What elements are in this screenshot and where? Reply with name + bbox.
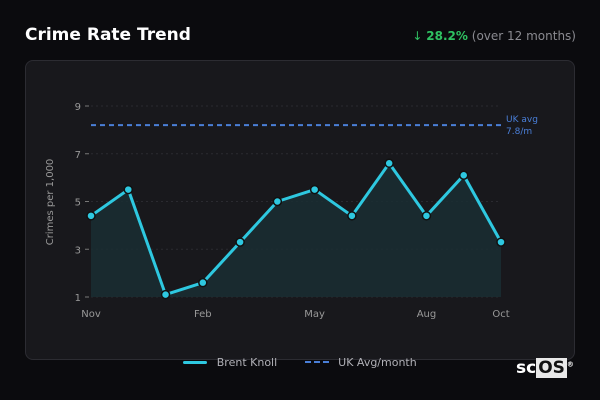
series-line xyxy=(90,161,503,297)
page-title: Crime Rate Trend xyxy=(25,25,191,45)
data-point xyxy=(123,184,134,195)
series-area xyxy=(91,163,501,297)
uk-average-value: 7.8/m xyxy=(506,127,532,137)
data-point xyxy=(384,158,394,169)
y-axis-label: Crimes per 1,000 xyxy=(45,159,56,246)
x-tick-label: Nov xyxy=(81,309,101,320)
chart-legend: Brent Knoll UK Avg/month xyxy=(0,355,600,369)
data-point xyxy=(309,184,320,195)
legend-reference-swatch xyxy=(304,361,329,363)
x-tick-label: May xyxy=(304,309,325,320)
y-tick-label: 1 xyxy=(75,293,81,304)
data-point xyxy=(421,211,432,221)
legend-series-label: Brent Knoll xyxy=(216,355,278,369)
trend-percent: 28.2% xyxy=(426,29,468,43)
legend-series-swatch xyxy=(183,360,208,364)
data-point xyxy=(347,211,357,221)
data-point xyxy=(198,277,208,288)
uk-average-label: UK avg xyxy=(506,115,538,125)
trend-summary: ↓ 28.2% (over 12 months) xyxy=(412,29,576,43)
data-point xyxy=(272,196,283,207)
data-point xyxy=(496,237,506,247)
data-point xyxy=(458,170,469,180)
x-tick-label: Aug xyxy=(417,309,437,320)
y-tick-label: 7 xyxy=(75,150,81,161)
data-point xyxy=(160,289,171,300)
scos-logo: sc OS ® xyxy=(516,358,574,378)
legend-reference-label: UK Avg/month xyxy=(338,355,417,369)
y-tick-label: 5 xyxy=(75,198,81,209)
x-tick-label: Oct xyxy=(492,309,509,320)
y-tick-label: 9 xyxy=(75,102,81,113)
y-tick-label: 3 xyxy=(75,245,81,256)
x-tick-label: Feb xyxy=(194,309,212,320)
data-point xyxy=(235,237,245,247)
trend-down-arrow-icon: ↓ xyxy=(412,29,423,43)
data-point xyxy=(86,211,96,221)
trend-note: (over 12 months) xyxy=(471,29,576,43)
